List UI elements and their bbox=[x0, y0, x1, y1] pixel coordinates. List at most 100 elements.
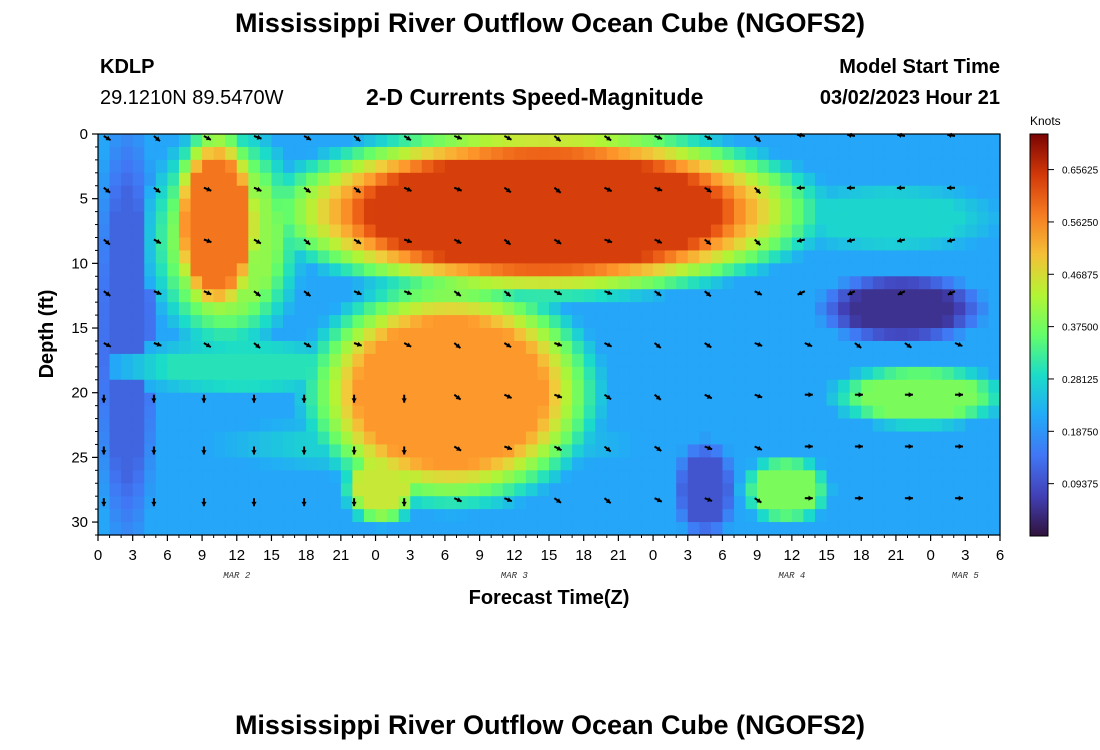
vector-arrow-head bbox=[505, 187, 511, 193]
heatmap-cell bbox=[595, 134, 608, 148]
heatmap-cell bbox=[722, 185, 735, 200]
heatmap-cell bbox=[525, 470, 539, 484]
heatmap-cell bbox=[861, 328, 874, 342]
heatmap-cell bbox=[479, 289, 492, 303]
heatmap-cell bbox=[791, 289, 805, 303]
heatmap-cell bbox=[433, 405, 446, 420]
heatmap-cell bbox=[687, 315, 700, 329]
heatmap-cell bbox=[398, 353, 411, 368]
heatmap-cell bbox=[144, 405, 157, 420]
heatmap-cell bbox=[872, 470, 885, 484]
heatmap-cell bbox=[491, 276, 504, 290]
heatmap-cell bbox=[410, 211, 423, 226]
heatmap-cell bbox=[468, 237, 481, 252]
heatmap-cell bbox=[491, 146, 504, 161]
heatmap-cell bbox=[653, 431, 666, 446]
heatmap-cell bbox=[109, 340, 122, 355]
heatmap-cell bbox=[919, 224, 932, 239]
heatmap-cell bbox=[734, 496, 747, 510]
heatmap-cell bbox=[560, 211, 573, 226]
heatmap-cell bbox=[710, 172, 724, 187]
heatmap-cell bbox=[283, 211, 296, 226]
heatmap-cell bbox=[791, 276, 805, 290]
heatmap-cell bbox=[560, 237, 573, 252]
heatmap-cell bbox=[803, 444, 816, 458]
x-tick-label: 15 bbox=[263, 547, 280, 564]
heatmap-cell bbox=[930, 250, 943, 264]
heatmap-cell bbox=[595, 250, 608, 264]
heatmap-cell bbox=[132, 211, 145, 226]
heatmap-cell bbox=[676, 159, 689, 174]
heatmap-cell bbox=[757, 379, 770, 394]
heatmap-cell bbox=[814, 496, 828, 510]
heatmap-cell bbox=[826, 509, 839, 523]
heatmap-cell bbox=[283, 366, 296, 381]
heatmap-cell bbox=[491, 392, 504, 407]
heatmap-cell bbox=[549, 379, 562, 394]
heatmap-cell bbox=[583, 159, 596, 174]
heatmap-cell bbox=[930, 302, 943, 316]
heatmap-cell bbox=[722, 496, 735, 510]
x-tick-label: 9 bbox=[753, 547, 761, 564]
heatmap-cell bbox=[121, 405, 134, 420]
vector-arrow-head bbox=[808, 443, 813, 449]
heatmap-cell bbox=[491, 159, 504, 174]
heatmap-cell bbox=[479, 340, 492, 355]
heatmap-cell bbox=[306, 431, 319, 446]
heatmap-cell bbox=[803, 366, 816, 381]
heatmap-cell bbox=[618, 379, 631, 394]
heatmap-cell bbox=[953, 315, 966, 329]
heatmap-cell bbox=[549, 483, 562, 497]
heatmap-cell bbox=[849, 134, 862, 148]
heatmap-cell bbox=[468, 366, 481, 381]
heatmap-cell bbox=[155, 470, 168, 484]
heatmap-cell bbox=[306, 198, 319, 213]
x-tick-label: 15 bbox=[541, 547, 558, 564]
heatmap-cell bbox=[884, 379, 897, 394]
heatmap-cell bbox=[167, 224, 180, 239]
heatmap-cell bbox=[352, 405, 365, 420]
heatmap-cell bbox=[387, 379, 400, 394]
heatmap-cell bbox=[930, 185, 943, 200]
heatmap-cell bbox=[953, 224, 966, 239]
heatmap-cell bbox=[757, 509, 770, 523]
heatmap-cell bbox=[271, 483, 284, 497]
heatmap-cell bbox=[178, 444, 192, 458]
vector-arrow-head bbox=[456, 446, 462, 451]
y-tick-label: 5 bbox=[80, 191, 88, 208]
heatmap-cell bbox=[872, 263, 885, 277]
heatmap-cell bbox=[225, 405, 238, 420]
heatmap-cell bbox=[814, 509, 828, 523]
heatmap-cell bbox=[757, 366, 770, 381]
heatmap-cell bbox=[676, 250, 689, 264]
heatmap-cell bbox=[248, 379, 261, 394]
heatmap-cell bbox=[895, 276, 909, 290]
heatmap-cell bbox=[456, 263, 469, 277]
heatmap-cell bbox=[387, 276, 400, 290]
heatmap-cell bbox=[167, 522, 180, 536]
heatmap-cell bbox=[525, 496, 539, 510]
heatmap-cell bbox=[919, 470, 932, 484]
heatmap-cell bbox=[410, 276, 423, 290]
heatmap-cell bbox=[283, 405, 296, 420]
heatmap-cell bbox=[803, 198, 816, 213]
heatmap-cell bbox=[606, 405, 619, 420]
heatmap-cell bbox=[641, 315, 654, 329]
heatmap-cell bbox=[976, 302, 990, 316]
heatmap-cell bbox=[375, 328, 388, 342]
heatmap-cell bbox=[225, 431, 238, 446]
heatmap-cell bbox=[780, 289, 793, 303]
heatmap-cell bbox=[942, 328, 955, 342]
heatmap-cell bbox=[375, 496, 388, 510]
heatmap-cell bbox=[387, 340, 400, 355]
heatmap-cell bbox=[283, 185, 296, 200]
heatmap-cell bbox=[144, 198, 157, 213]
vector-arrow-head bbox=[858, 392, 863, 398]
heatmap-cell bbox=[826, 134, 839, 148]
heatmap-cell bbox=[583, 444, 596, 458]
heatmap-cell bbox=[190, 496, 203, 510]
heatmap-cell bbox=[861, 457, 874, 471]
heatmap-cell bbox=[202, 470, 215, 484]
heatmap-cell bbox=[953, 457, 966, 471]
heatmap-cell bbox=[410, 470, 423, 484]
